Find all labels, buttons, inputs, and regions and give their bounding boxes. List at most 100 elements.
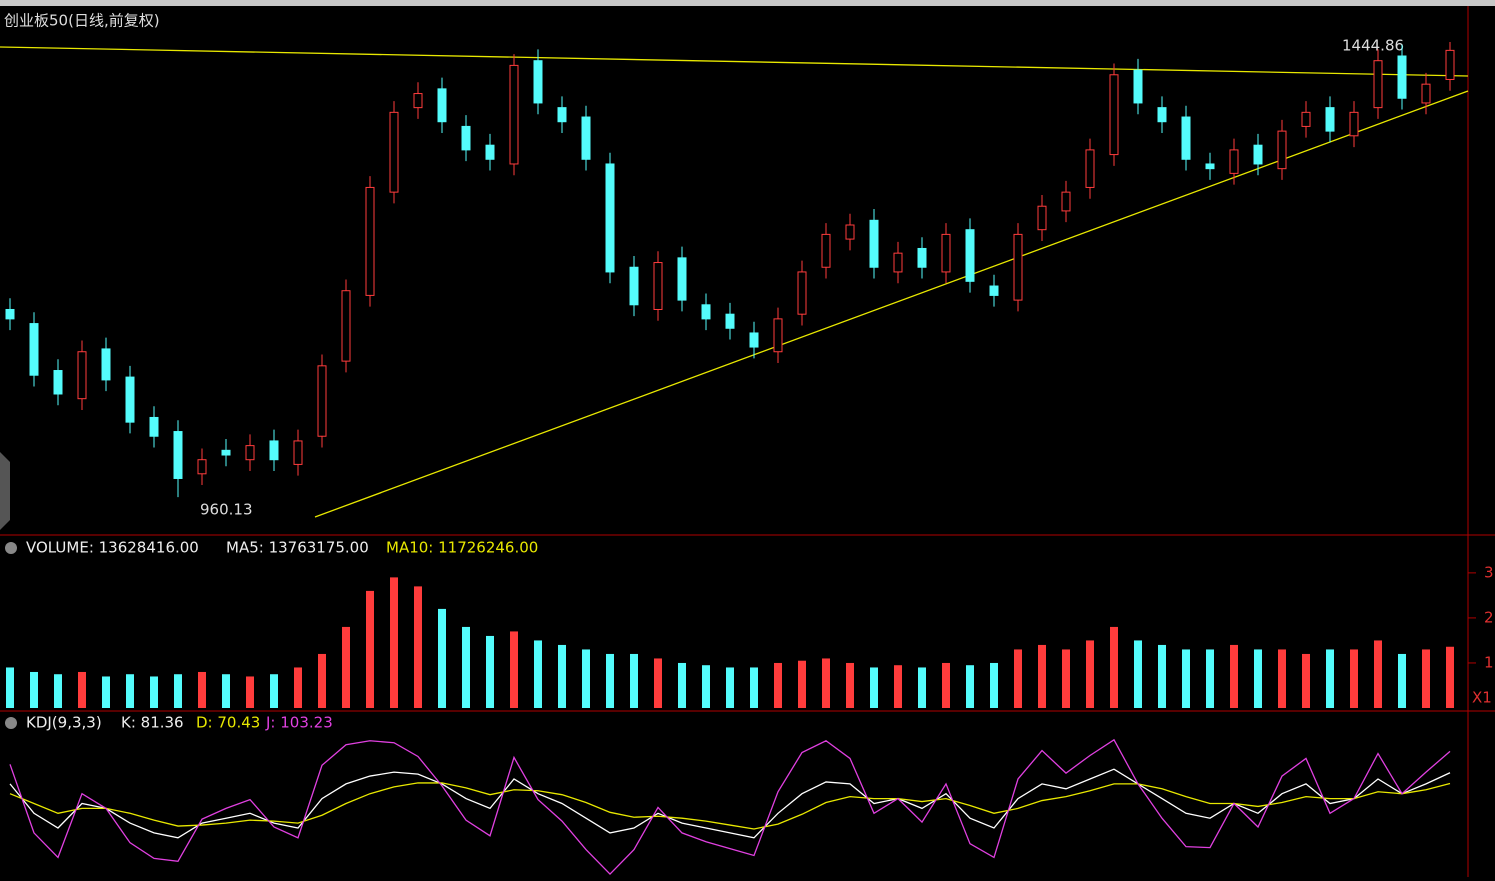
volume-bar xyxy=(1206,649,1214,708)
volume-bar xyxy=(1230,644,1238,708)
volume-bar xyxy=(846,662,854,708)
high-annotation: 1444.86 xyxy=(1342,37,1404,55)
volume-bar xyxy=(750,667,758,708)
candle-body xyxy=(1037,205,1047,231)
volume-bar xyxy=(1350,649,1358,708)
candle-body xyxy=(941,233,951,273)
volume-bar xyxy=(774,662,782,708)
volume-bar xyxy=(942,662,950,708)
candle-body xyxy=(677,257,687,301)
volume-bar xyxy=(174,674,182,708)
low-annotation: 960.13 xyxy=(200,501,253,519)
volume-bar xyxy=(414,586,422,708)
candle-body xyxy=(245,445,255,461)
legend-k: K: 81.36 xyxy=(121,714,184,732)
candle-body xyxy=(317,365,327,437)
volume-bar xyxy=(294,667,302,708)
candle-body xyxy=(1109,74,1119,156)
candle-body xyxy=(653,262,663,310)
candle-body xyxy=(1325,107,1335,132)
volume-bar xyxy=(198,671,206,708)
candle-body xyxy=(5,308,15,320)
candle-body xyxy=(821,233,831,268)
candle-body xyxy=(965,229,975,282)
candle-body xyxy=(989,285,999,296)
candle-body xyxy=(293,440,303,465)
volume-bar xyxy=(1302,653,1310,708)
candle-body xyxy=(1061,191,1071,212)
volume-bar xyxy=(1446,646,1454,708)
candle-body xyxy=(77,351,87,400)
candle-body xyxy=(1229,149,1239,174)
y-tick-label: 2 xyxy=(1484,608,1494,626)
volume-bar xyxy=(510,631,518,708)
candle-body xyxy=(1157,107,1167,123)
volume-bar xyxy=(1110,626,1118,708)
candle-body xyxy=(125,376,135,423)
candle-body xyxy=(341,290,351,362)
candle-body xyxy=(1205,163,1215,170)
volume-bar xyxy=(366,590,374,708)
candle-body xyxy=(1013,233,1023,301)
side-tab[interactable] xyxy=(0,452,10,530)
volume-bar xyxy=(822,658,830,708)
candle-body xyxy=(485,144,495,160)
panel-toggle[interactable] xyxy=(5,717,17,729)
volume-bar xyxy=(534,640,542,708)
volume-bar xyxy=(6,667,14,708)
candle-body xyxy=(1277,130,1287,170)
volume-bar xyxy=(462,626,470,708)
volume-bar xyxy=(222,674,230,708)
volume-bar xyxy=(1254,649,1262,708)
candle-body xyxy=(869,219,879,268)
volume-bar xyxy=(870,667,878,708)
volume-bar xyxy=(54,674,62,708)
volume-bar xyxy=(1398,653,1406,708)
volume-bar xyxy=(1182,649,1190,708)
panel-toggle[interactable] xyxy=(5,542,17,554)
volume-bar xyxy=(342,626,350,708)
volume-bar xyxy=(630,653,638,708)
legend-d: D: 70.43 xyxy=(196,714,260,732)
candle-body xyxy=(581,116,591,160)
candle-body xyxy=(269,440,279,461)
candle-body xyxy=(365,186,375,296)
volume-bar xyxy=(150,676,158,708)
candle-body xyxy=(221,449,231,456)
candle-body xyxy=(173,431,183,479)
candle-body xyxy=(725,313,735,329)
y-tick-label: 3 xyxy=(1484,563,1494,581)
trend-line xyxy=(0,46,1469,77)
candle-body xyxy=(389,111,399,193)
volume-bar xyxy=(1278,649,1286,708)
volume-bar xyxy=(1326,649,1334,708)
candle-body xyxy=(701,304,711,320)
volume-bar xyxy=(654,658,662,708)
kdj-title: KDJ(9,3,3) xyxy=(26,714,102,732)
volume-bar xyxy=(678,662,686,708)
candle-body xyxy=(1253,144,1263,165)
ma5-label: MA5: 13763175.00 xyxy=(226,539,369,557)
candle-body xyxy=(917,247,927,268)
volume-bar xyxy=(702,665,710,708)
volume-bar xyxy=(1014,649,1022,708)
volume-bar xyxy=(726,667,734,708)
volume-bar xyxy=(318,653,326,708)
candle-body xyxy=(1301,111,1311,127)
candle-body xyxy=(893,252,903,273)
volume-bar xyxy=(78,671,86,708)
candle-body xyxy=(29,323,39,376)
volume-bar xyxy=(558,644,566,708)
candle-body xyxy=(197,459,207,475)
volume-bar xyxy=(894,665,902,708)
volume-bar xyxy=(1374,640,1382,708)
volume-bar xyxy=(438,608,446,708)
candle-body xyxy=(509,64,519,165)
candle-body xyxy=(845,224,855,240)
volume-bar xyxy=(486,635,494,708)
candle-body xyxy=(149,416,159,437)
volume-bar xyxy=(990,662,998,708)
kdj-line xyxy=(9,768,1451,839)
